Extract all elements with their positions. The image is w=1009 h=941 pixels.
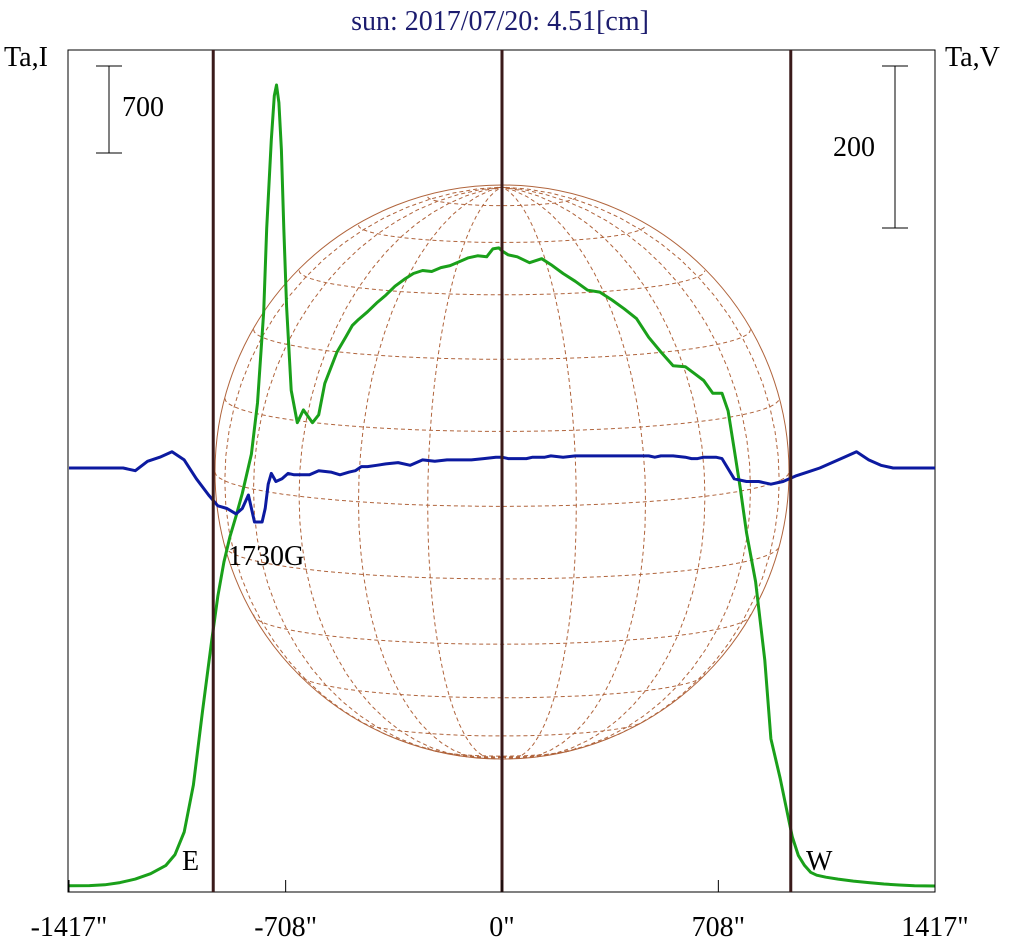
longitude-line bbox=[252, 186, 503, 758]
x-ticks: -1417" -708" 0" 708" 1417" bbox=[31, 880, 969, 941]
longitude-line bbox=[501, 186, 752, 758]
limb-label-w: W bbox=[806, 846, 833, 877]
longitude-line bbox=[501, 186, 706, 759]
x-tick-label: 1417" bbox=[901, 912, 968, 941]
latitude-line bbox=[358, 225, 646, 243]
left-axis-label: Ta,I bbox=[4, 42, 48, 73]
limb-label-e: E bbox=[182, 846, 199, 877]
scale-bar-right bbox=[882, 65, 908, 229]
marker-lines bbox=[211, 50, 793, 892]
latitude-line bbox=[214, 471, 790, 507]
longitude-line bbox=[501, 186, 647, 759]
scale-bar-right-label: 200 bbox=[833, 132, 875, 163]
scale-bar-left bbox=[96, 65, 122, 154]
longitude-line bbox=[427, 186, 503, 760]
series-lines bbox=[68, 83, 936, 888]
chart-title: sun: 2017/07/20: 4.51[cm] bbox=[351, 6, 649, 37]
x-tick-label: -1417" bbox=[31, 912, 108, 941]
longitude-line bbox=[224, 186, 503, 758]
right-axis-label: Ta,V bbox=[945, 42, 1000, 73]
scale-bar-left-label: 700 bbox=[122, 92, 164, 123]
field-strength-annotation: 1730G bbox=[228, 541, 304, 572]
longitude-line bbox=[298, 186, 503, 759]
longitude-line bbox=[357, 186, 503, 759]
x-tick-label: -708" bbox=[254, 912, 317, 941]
x-tick-label: 0" bbox=[489, 912, 514, 941]
stokes-i-line bbox=[68, 83, 936, 888]
x-tick-label: 708" bbox=[692, 912, 745, 941]
stokes-v-line bbox=[69, 450, 935, 524]
longitude-line bbox=[501, 186, 577, 760]
